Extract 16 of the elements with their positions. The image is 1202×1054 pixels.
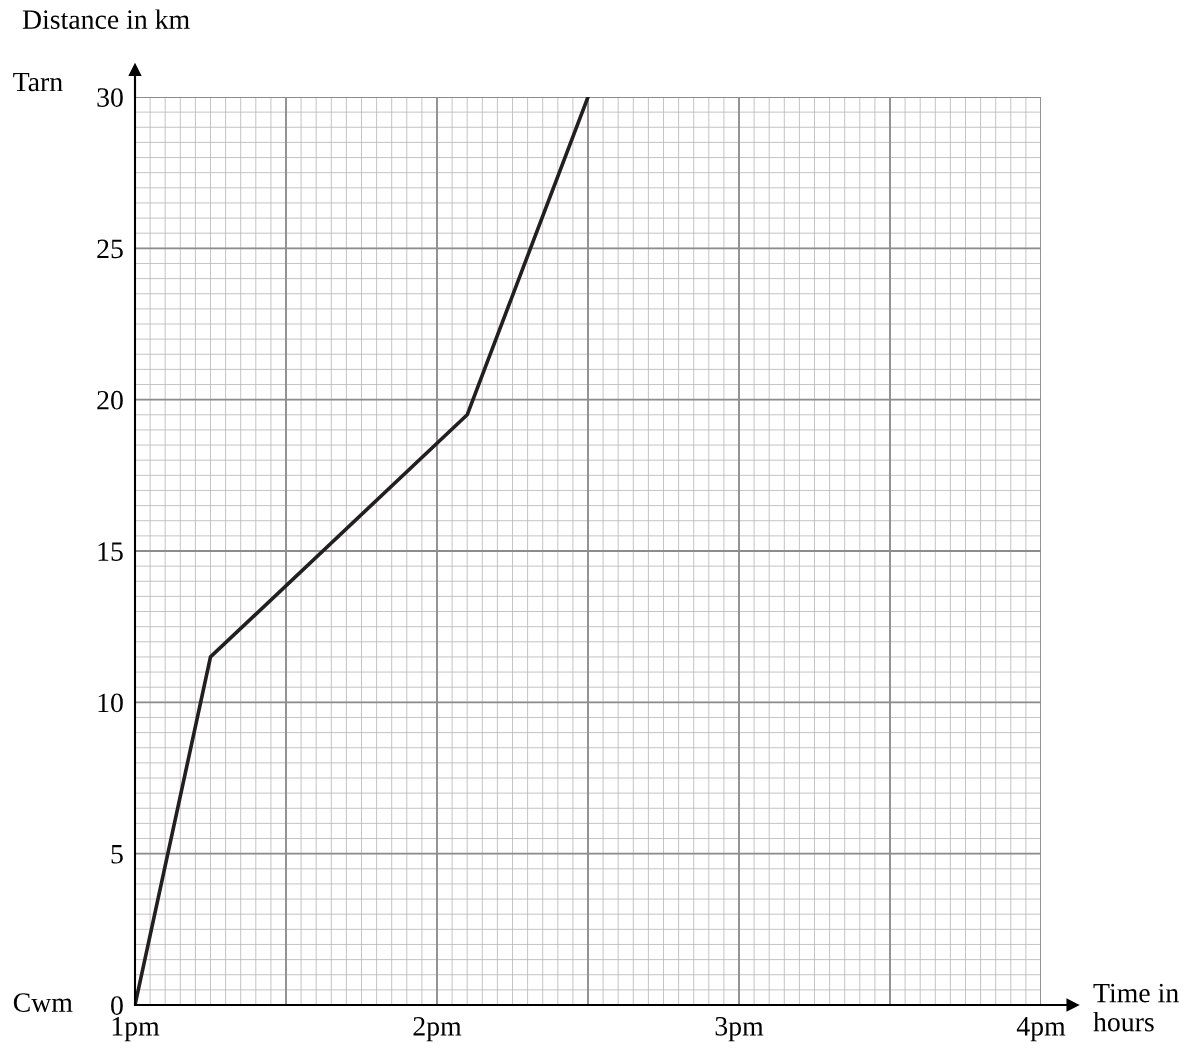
x-tick-label: 3pm — [715, 1016, 764, 1042]
y-tick-label: 20 — [97, 390, 123, 410]
y-tick-label: 30 — [97, 88, 123, 107]
text: Cwm — [13, 993, 73, 1012]
x-tick-label: 2pm — [413, 1016, 462, 1042]
text: Tarn — [13, 72, 63, 92]
y-tick-label: 10 — [98, 693, 123, 713]
y-tick-label: 5 — [111, 845, 123, 864]
x-tick-label: 1pm — [112, 1017, 160, 1042]
x-tick-label: 4pm — [1016, 1017, 1066, 1042]
line-series — [135, 97, 590, 1005]
x-axis-title: Time in hours — [1093, 983, 1179, 1032]
y-tick-label: 0 — [111, 996, 123, 1015]
y-tick-label: 15 — [98, 542, 123, 561]
y-tick-label: 25 — [97, 239, 123, 259]
y-axis-title: Distance in km — [22, 9, 190, 29]
